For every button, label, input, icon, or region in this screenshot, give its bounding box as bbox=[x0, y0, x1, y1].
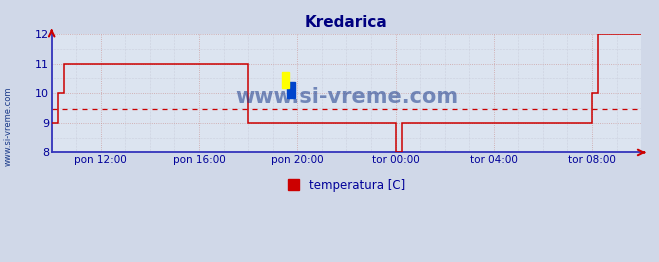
Title: Kredarica: Kredarica bbox=[305, 15, 387, 30]
Text: www.si-vreme.com: www.si-vreme.com bbox=[4, 86, 13, 166]
Bar bbox=[287, 82, 295, 98]
Text: www.si-vreme.com: www.si-vreme.com bbox=[235, 87, 458, 107]
Legend: temperatura [C]: temperatura [C] bbox=[283, 174, 410, 196]
Bar bbox=[281, 72, 289, 89]
